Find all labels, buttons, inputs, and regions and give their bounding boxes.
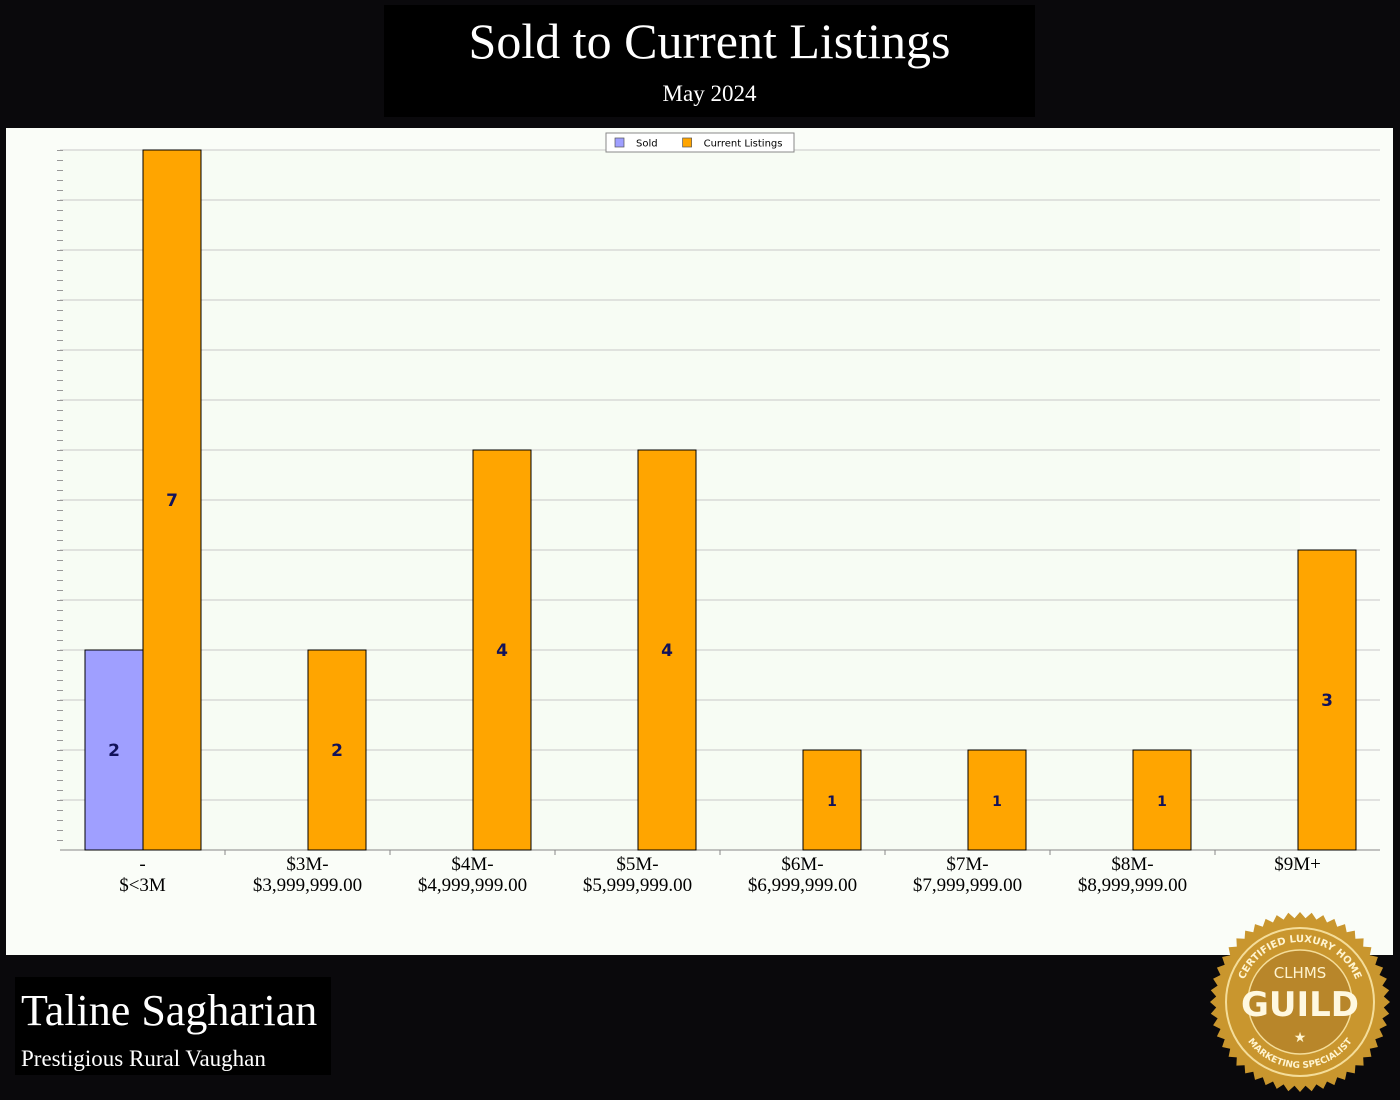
agent-name: Taline Sagharian xyxy=(21,986,318,1035)
data-label: 2 xyxy=(108,741,120,761)
bar xyxy=(1297,549,1357,851)
chart-title: Sold to Current Listings xyxy=(468,13,951,69)
x-tick-label: $3M- $3,999,999.00 xyxy=(252,854,363,896)
badge-ring xyxy=(1225,927,1375,1077)
legend-swatch xyxy=(682,137,692,148)
legend-swatch xyxy=(614,137,625,148)
legend-box xyxy=(605,132,795,153)
bar xyxy=(967,749,1027,851)
bar xyxy=(1132,749,1192,851)
x-tick-label: $7M- $7,999,999.00 xyxy=(912,854,1023,896)
title-box: Sold to Current Listings May 2024 xyxy=(384,5,1035,117)
bar xyxy=(802,749,862,851)
data-label: 4 xyxy=(496,641,508,661)
bar xyxy=(637,449,697,851)
chart-subtitle: May 2024 xyxy=(662,81,757,106)
data-label: 7 xyxy=(166,491,178,511)
legend-label: Current Listings xyxy=(704,139,783,150)
guild-badge: CERTIFIED LUXURY HOME CLHMS GUILD ★ MARK… xyxy=(1210,912,1390,1092)
x-tick-label: $4M- $4,999,999.00 xyxy=(417,854,528,896)
agent-area: Prestigious Rural Vaughan xyxy=(21,1046,266,1071)
chart-panel: 2 7 2 4 4 1 1 1 3 Sold Current Listings - $<3M $3M-… xyxy=(6,128,1393,955)
bar xyxy=(307,649,367,851)
x-tick-label: $9M+ xyxy=(1274,854,1321,875)
badge-mid: CLHMS xyxy=(1274,964,1327,982)
agent-box: Taline Sagharian Prestigious Rural Vaugh… xyxy=(15,977,331,1075)
chart: 2 7 2 4 4 1 1 1 3 Sold Current Listings xyxy=(57,132,1380,855)
bar xyxy=(142,149,202,851)
x-tick-label: $5M- $5,999,999.00 xyxy=(582,854,693,896)
badge-inner xyxy=(1247,949,1353,1055)
badge-star: ★ xyxy=(1294,1030,1307,1046)
badge-main: GUILD xyxy=(1241,985,1359,1025)
data-label: 4 xyxy=(661,641,673,661)
data-label: 2 xyxy=(331,741,343,761)
x-tick-label: - $<3M xyxy=(119,854,166,896)
data-label: 1 xyxy=(1157,794,1167,810)
data-label: 1 xyxy=(827,794,837,810)
data-label: 1 xyxy=(992,794,1002,810)
x-tick-label: $8M- $8,999,999.00 xyxy=(1077,854,1188,896)
data-label: 3 xyxy=(1321,691,1333,711)
x-tick-label: $6M- $6,999,999.00 xyxy=(747,854,858,896)
legend-label: Sold xyxy=(636,139,658,150)
bar xyxy=(472,449,532,851)
